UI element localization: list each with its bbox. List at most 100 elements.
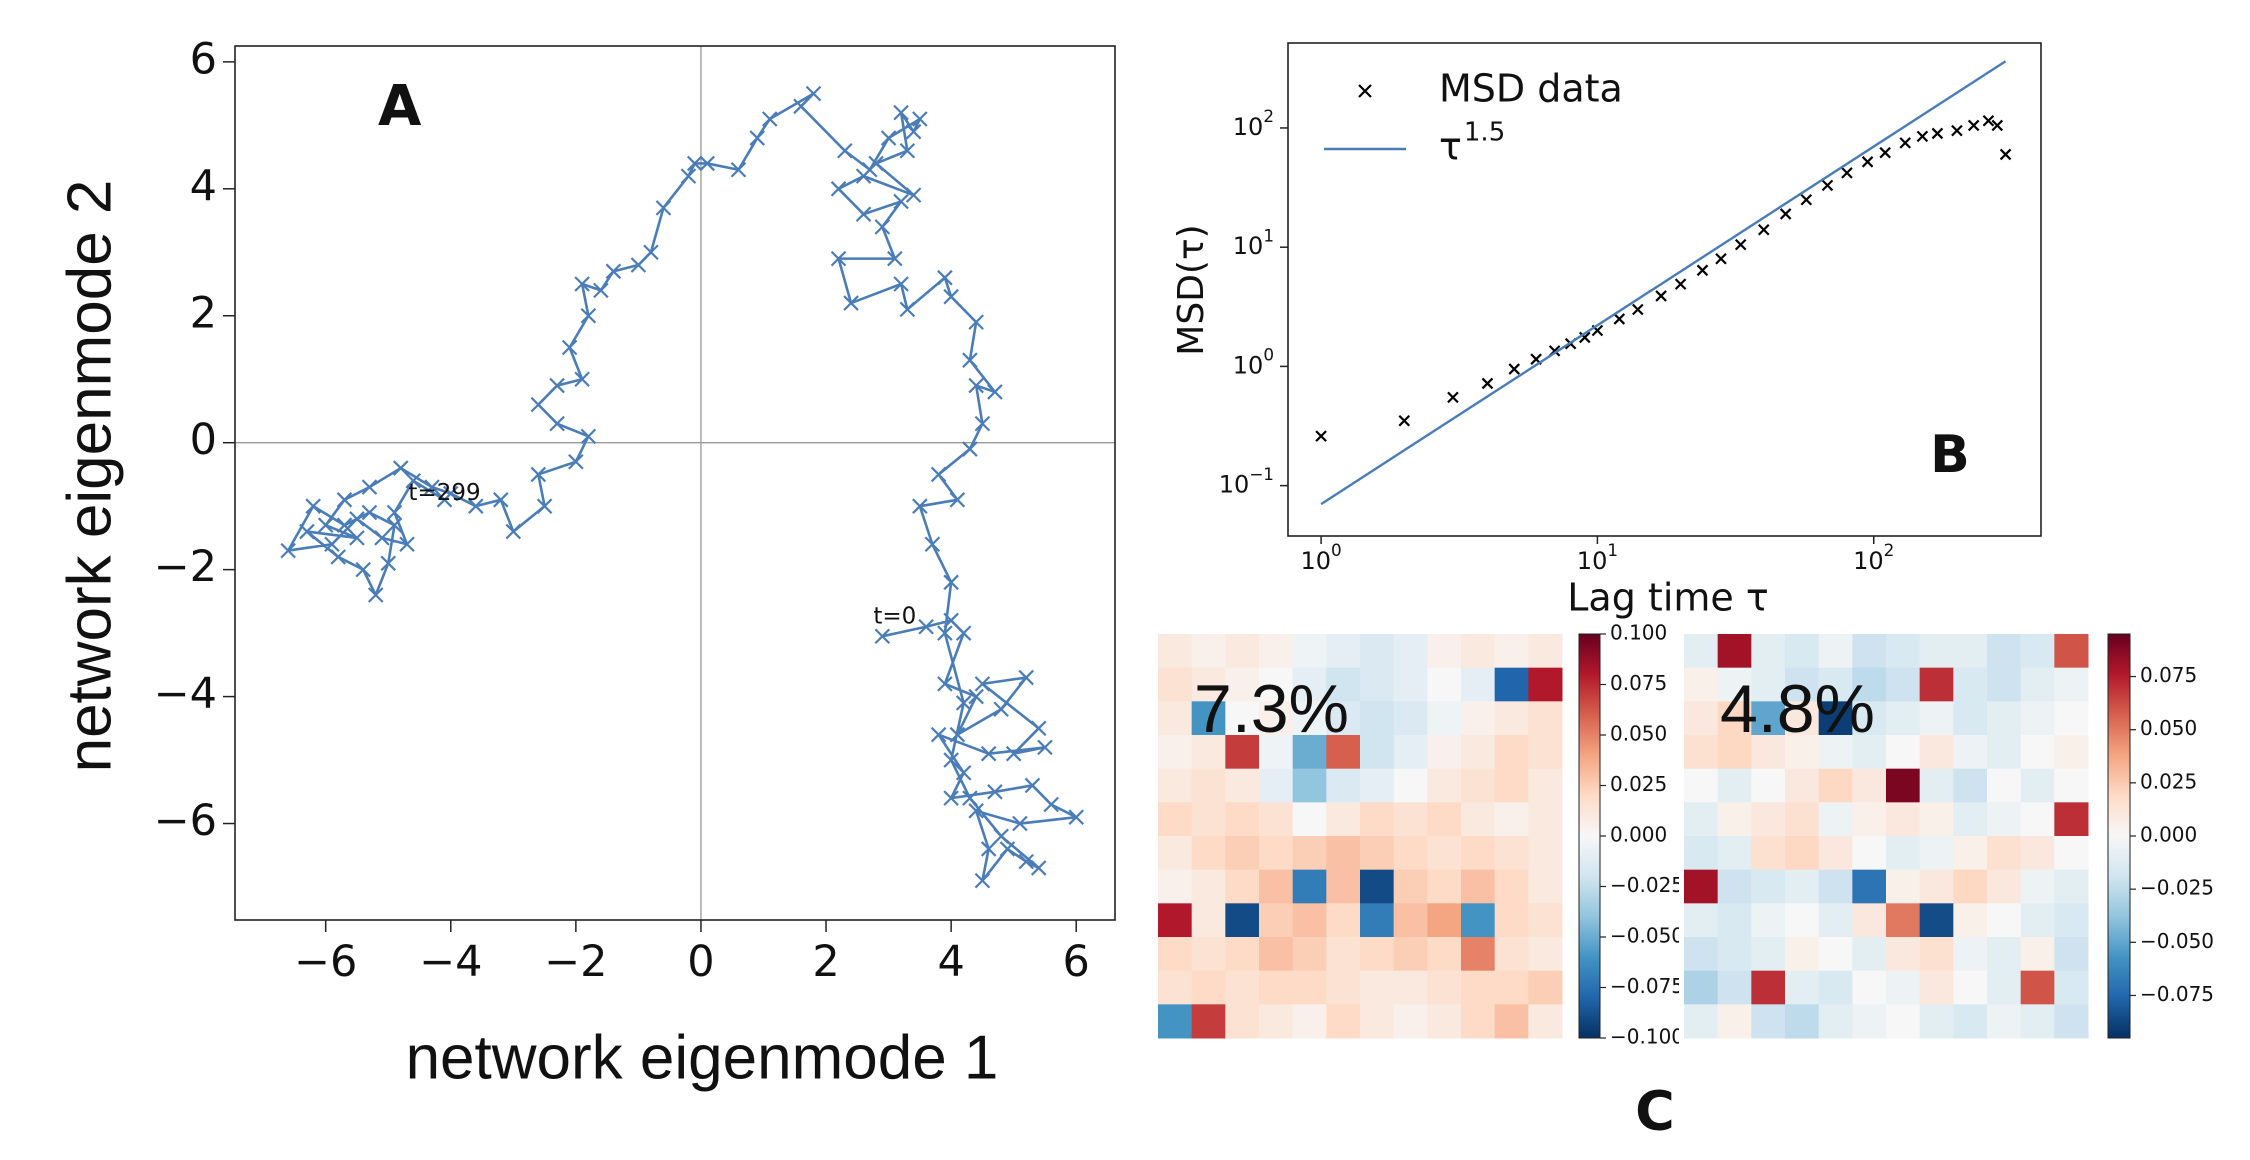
heatmap-cell — [1225, 768, 1260, 803]
heatmap-cell — [1326, 667, 1361, 702]
heatmap-cell — [1292, 903, 1327, 938]
heatmap-cell — [1225, 903, 1260, 938]
trajectory-marker — [987, 384, 1003, 400]
trajectory-marker — [349, 511, 365, 527]
heatmap-cell — [1191, 836, 1226, 871]
heatmap-cell — [1528, 802, 1563, 837]
heatmap-cell — [1259, 836, 1294, 871]
heatmap-cell — [1158, 735, 1193, 770]
heatmap-cell — [1191, 1004, 1226, 1039]
heatmap-cell — [1393, 802, 1428, 837]
heatmap-cell — [1751, 903, 1786, 938]
trajectory-marker — [937, 625, 953, 641]
x-tick-label: 10 — [1853, 547, 1884, 575]
heatmap-cell — [1427, 667, 1462, 702]
heatmap-cell — [1987, 836, 2022, 871]
msd-marker — [1481, 377, 1494, 390]
trajectory-marker — [974, 872, 991, 889]
heatmap-cell — [1852, 937, 1887, 972]
heatmap-cell — [1292, 735, 1327, 770]
trajectory-marker — [899, 142, 916, 159]
heatmap-cell — [1158, 869, 1193, 904]
heatmap-cell — [1751, 836, 1786, 871]
heatmap-cell — [1225, 701, 1260, 736]
colorbar-tick-label: 0.050 — [2140, 716, 2197, 740]
heatmap-cell — [1785, 634, 1820, 669]
trajectory-marker — [561, 339, 578, 356]
heatmap-cell — [1852, 667, 1887, 702]
heatmap-cell — [1528, 1004, 1563, 1039]
msd-marker — [1800, 193, 1813, 206]
heatmap-cell — [1393, 667, 1428, 702]
heatmap-cell — [1393, 836, 1428, 871]
heatmap-cell — [1158, 701, 1193, 736]
trajectory-marker — [949, 492, 966, 508]
trajectory-marker — [699, 155, 715, 172]
heatmap-cell — [1785, 667, 1820, 702]
msd-marker — [1447, 391, 1459, 404]
heatmap-cell — [1259, 701, 1294, 736]
trajectory-marker — [862, 161, 878, 178]
heatmap-cell — [1886, 667, 1921, 702]
heatmap-cell — [1751, 1004, 1786, 1039]
legend-label: τ — [1439, 125, 1462, 169]
trajectory-marker — [905, 187, 922, 203]
heatmap-cell — [1886, 903, 1921, 938]
trajectory-marker — [843, 295, 859, 311]
heatmap-cell — [1785, 869, 1820, 904]
y-tick-label-exponent: −1 — [1249, 464, 1274, 484]
heatmap-cell — [2020, 903, 2055, 938]
heatmap-cell — [1785, 768, 1820, 803]
heatmap-cell — [1292, 970, 1327, 1005]
trajectory-marker — [830, 181, 847, 197]
colorbar-tick-label: −0.050 — [2140, 929, 2214, 953]
x-axis-label: Lag time τ — [1567, 576, 1768, 620]
heatmap-cell — [1953, 937, 1988, 972]
heatmap-cell — [1751, 802, 1786, 837]
trajectory-marker — [761, 111, 778, 127]
heatmap-cell — [1987, 1004, 2022, 1039]
panel-label: C — [1635, 1080, 1675, 1143]
trajectory-marker — [749, 130, 766, 146]
heatmap-cell — [1225, 1004, 1260, 1039]
trajectory-marker — [355, 561, 371, 578]
heatmap-cell — [1191, 903, 1226, 938]
heatmap-cell — [1684, 701, 1719, 736]
heatmap-cell — [1292, 768, 1327, 803]
heatmap-cell — [1785, 735, 1820, 770]
heatmap-cell — [1852, 802, 1887, 837]
heatmap-cell — [1717, 836, 1752, 871]
trajectory-marker — [880, 130, 897, 146]
msd-marker — [1841, 167, 1853, 179]
heatmap-cell — [1292, 802, 1327, 837]
trajectory-marker — [399, 536, 415, 553]
heatmap-cell — [1225, 667, 1260, 702]
trajectory-marker — [1018, 853, 1034, 870]
heatmap-cell — [1393, 903, 1428, 938]
y-tick-label: 6 — [190, 34, 217, 84]
heatmap-cell — [1158, 836, 1193, 871]
msd-marker — [1632, 303, 1644, 316]
y-tick-label: 10 — [1219, 471, 1250, 499]
trajectory-marker — [1043, 796, 1059, 813]
heatmap-cell — [1852, 1004, 1887, 1039]
heatmap-cell — [1684, 768, 1719, 803]
heatmap-cell — [1751, 667, 1786, 702]
heatmap-cell — [1751, 869, 1786, 904]
heatmap-cell — [1818, 937, 1853, 972]
y-tick-label: −6 — [154, 796, 217, 846]
msd-marker — [1696, 264, 1709, 277]
x-tick-label: 4 — [937, 937, 964, 987]
heatmap-cell — [1953, 701, 1988, 736]
heatmap-cell — [1818, 768, 1853, 803]
heatmap-cell — [1852, 634, 1887, 669]
heatmap-cell — [1751, 735, 1786, 770]
trajectory-marker — [962, 441, 978, 457]
heatmap-cell — [1461, 802, 1496, 837]
heatmap-cell — [1987, 802, 2022, 837]
heatmap-cell — [1818, 1004, 1853, 1039]
heatmap-cell — [1528, 667, 1563, 702]
trajectory-marker — [530, 466, 547, 483]
heatmap-cell — [1919, 802, 1954, 837]
heatmap-cell — [1751, 634, 1786, 669]
